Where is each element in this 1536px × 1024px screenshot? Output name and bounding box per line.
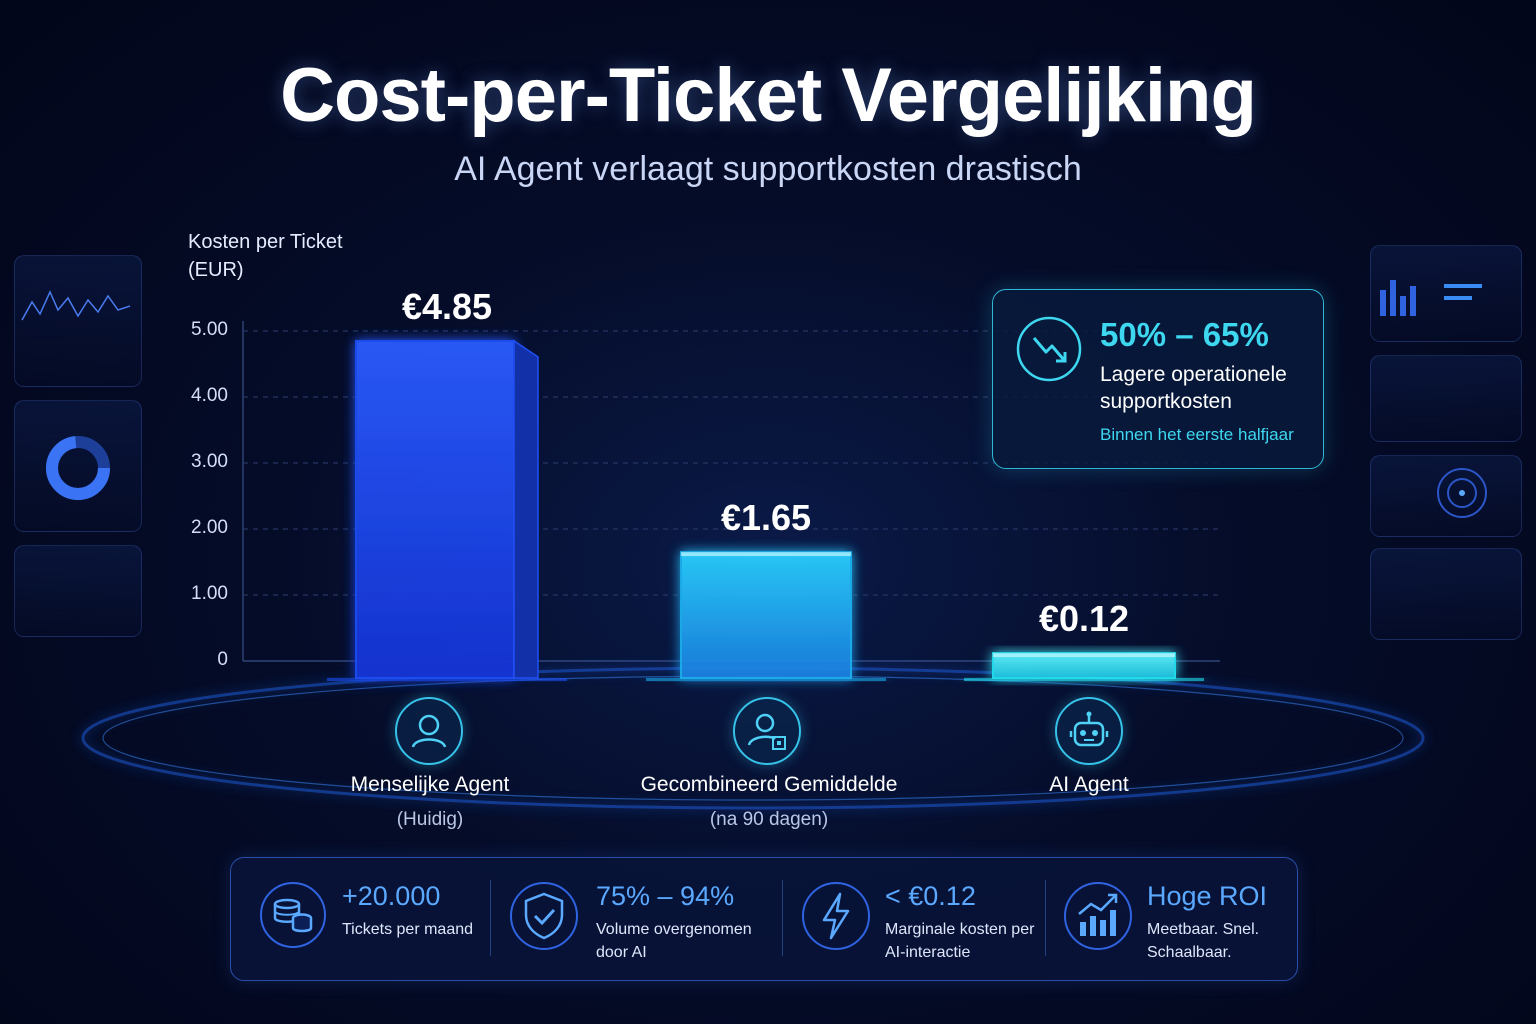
person-chip-icon bbox=[733, 697, 801, 765]
stat-desc-tickets: Tickets per maand bbox=[342, 921, 474, 938]
bar-value-label: €4.85 bbox=[402, 286, 492, 327]
y-tick-label: 0 bbox=[217, 649, 228, 670]
left-decor-sparkline bbox=[21, 290, 131, 321]
lightning-icon bbox=[802, 882, 870, 950]
right-decor-panel-gauge bbox=[1370, 455, 1522, 537]
y-axis-label-line2: (EUR) bbox=[188, 259, 244, 281]
shield-check-icon bbox=[510, 882, 578, 950]
bars: €4.85 €1.65 €0.12 bbox=[327, 286, 1204, 681]
bar bbox=[680, 551, 852, 679]
stat-desc-volume-2: door AI bbox=[596, 944, 647, 961]
trend-down-icon bbox=[1016, 316, 1082, 382]
page-title: Cost-per-Ticket Vergelijking bbox=[280, 53, 1257, 138]
person-icon bbox=[395, 697, 463, 765]
stat-desc-roi-1: Meetbaar. Snel. bbox=[1147, 921, 1260, 938]
right-decor-gauge bbox=[1437, 468, 1487, 518]
stats-divider bbox=[1045, 880, 1046, 956]
right-decor-panel-mid bbox=[1370, 355, 1522, 442]
stats-divider bbox=[782, 880, 783, 956]
y-tick-label: 3.00 bbox=[191, 451, 228, 472]
category-label-human: Menselijke Agent bbox=[350, 773, 510, 796]
bar-base-plate bbox=[964, 678, 1204, 681]
y-axis-label: Kosten per Ticket (EUR) bbox=[188, 228, 343, 284]
bar-top-highlight bbox=[681, 552, 851, 557]
stats-panel bbox=[230, 857, 1298, 981]
left-decor-panel-low bbox=[14, 545, 142, 637]
bar bbox=[992, 652, 1176, 680]
left-decor-panel-top bbox=[14, 255, 142, 387]
page-subtitle: AI Agent verlaagt supportkosten drastisc… bbox=[454, 150, 1082, 188]
callout-headline: 50% – 65% bbox=[1100, 316, 1269, 353]
stat-desc-volume-1: Volume overgenomen bbox=[596, 921, 752, 938]
growth-chart-icon bbox=[1064, 882, 1132, 950]
bar bbox=[355, 339, 515, 679]
left-decor-panel-mid bbox=[14, 400, 142, 532]
stat-value-marginal: < €0.12 bbox=[885, 881, 976, 911]
bar-base-plate bbox=[327, 678, 567, 681]
stat-desc-marginal-2: AI-interactie bbox=[885, 944, 971, 961]
stats-divider bbox=[490, 880, 491, 956]
right-decor-bars bbox=[1380, 280, 1482, 316]
y-tick-label: 4.00 bbox=[191, 385, 228, 406]
y-tick-label: 1.00 bbox=[191, 583, 228, 604]
callout-line2: supportkosten bbox=[1100, 390, 1232, 413]
callout-note: Binnen het eerste halfjaar bbox=[1100, 425, 1294, 444]
stat-value-roi: Hoge ROI bbox=[1147, 881, 1268, 911]
bar-value-label: €0.12 bbox=[1039, 598, 1129, 639]
robot-icon bbox=[1055, 697, 1123, 765]
category-note-human: (Huidig) bbox=[396, 809, 464, 830]
bar-value-label: €1.65 bbox=[721, 497, 811, 538]
category-note-combined: (na 90 dagen) bbox=[709, 809, 829, 830]
stat-desc-roi-2: Schaalbaar. bbox=[1147, 944, 1232, 961]
stat-value-tickets: +20.000 bbox=[342, 881, 441, 911]
bar-base-plate bbox=[646, 678, 886, 681]
bar-top-highlight bbox=[993, 653, 1175, 658]
category-label-combined: Gecombineerd Gemiddelde bbox=[640, 773, 898, 796]
bar-side bbox=[513, 339, 539, 679]
stat-desc-marginal-1: Marginale kosten per bbox=[885, 921, 1035, 938]
stat-value-volume: 75% – 94% bbox=[596, 881, 735, 911]
database-icon bbox=[260, 882, 326, 948]
category-label-ai: AI Agent bbox=[1049, 773, 1129, 796]
left-decor-donut bbox=[46, 436, 110, 500]
callout-line1: Lagere operationele bbox=[1100, 363, 1287, 386]
y-tick-label: 5.00 bbox=[191, 319, 228, 340]
y-axis-label-line1: Kosten per Ticket bbox=[188, 231, 343, 253]
y-tick-label: 2.00 bbox=[191, 517, 228, 538]
right-decor-panel-low bbox=[1370, 548, 1522, 640]
